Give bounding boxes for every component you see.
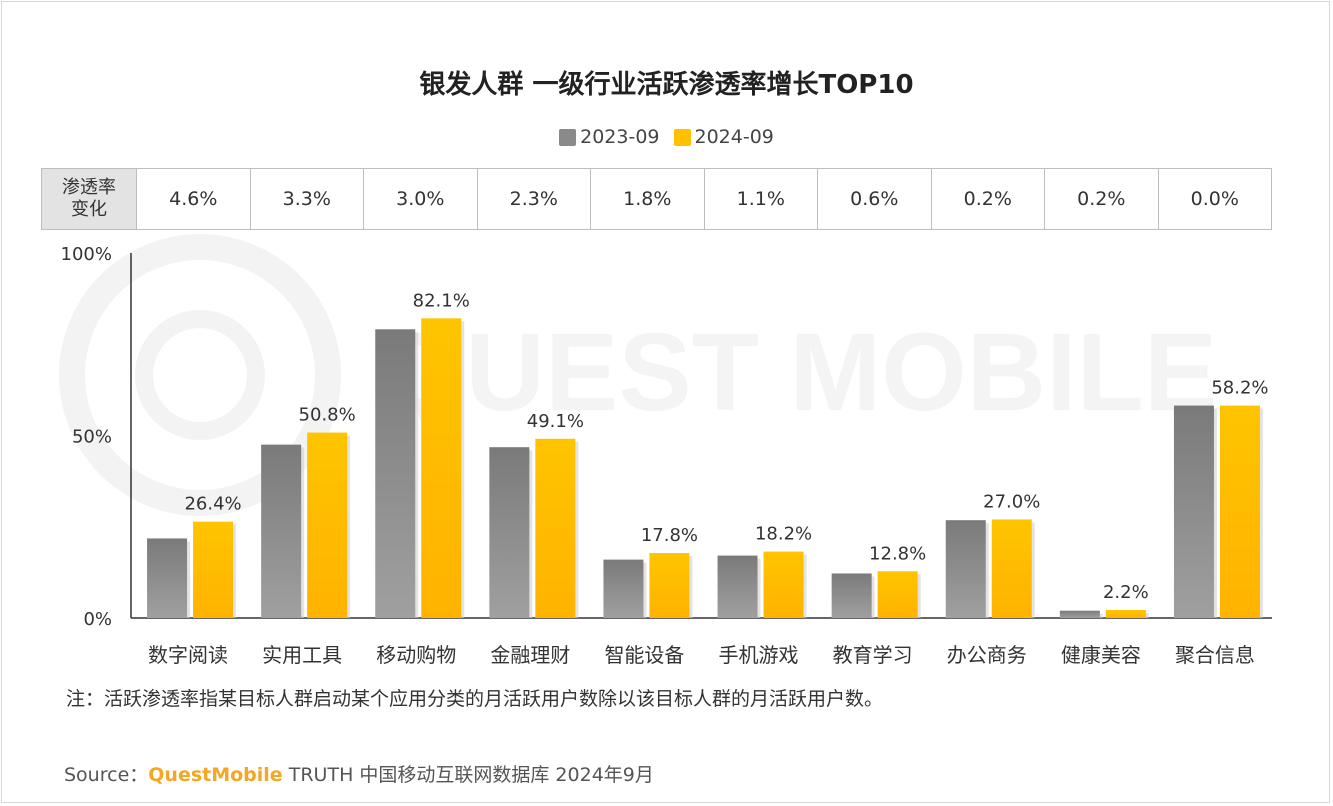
x-tick-label: 移动购物 <box>376 643 456 667</box>
y-tick-label: 0% <box>83 609 112 630</box>
x-tick-label: 智能设备 <box>604 643 684 667</box>
bar-2023 <box>1173 405 1214 618</box>
footnote: 注：活跃渗透率指某目标人群启动某个应用分类的月活跃用户数除以该目标人群的月活跃用… <box>66 688 884 710</box>
table-cell: 3.3% <box>249 168 364 230</box>
data-label: 26.4% <box>184 494 241 515</box>
bar-2023 <box>261 444 302 618</box>
bar-2024 <box>1219 405 1260 618</box>
table-cell: 0.2% <box>930 168 1045 230</box>
source-brand: QuestMobile <box>148 764 283 786</box>
table-row: 渗透率 变化 4.6% 3.3% 3.0% 2.3% 1.8% 1.1% 0.6%… <box>41 168 1272 230</box>
bar-2023 <box>603 559 644 618</box>
table-cell: 2.3% <box>476 168 591 230</box>
table-cell: 0.2% <box>1044 168 1159 230</box>
legend-swatch-gold <box>673 128 691 146</box>
x-tick-label: 数字阅读 <box>148 643 228 667</box>
source-prefix: Source： <box>64 764 149 786</box>
x-tick-label: 健康美容 <box>1061 643 1141 667</box>
bar-2024 <box>649 553 690 618</box>
data-label: 58.2% <box>1211 378 1268 399</box>
svg-text:QUEST MOBILE: QUEST MOBILE <box>380 311 1217 434</box>
table-row-label: 渗透率 变化 <box>41 168 137 230</box>
chart-title: 银发人群 一级行业活跃渗透率增长TOP10 <box>419 70 914 100</box>
bar-2024 <box>535 438 576 618</box>
legend-item-2023: 2023-09 <box>559 126 660 148</box>
x-tick-label: 聚合信息 <box>1175 643 1255 667</box>
legend-swatch-gray <box>559 128 577 146</box>
table-cell: 0.6% <box>817 168 932 230</box>
y-tick-label: 100% <box>61 244 112 265</box>
x-tick-label: 教育学习 <box>833 643 913 667</box>
x-tick-label: 实用工具 <box>262 643 342 667</box>
bar-2024 <box>193 521 234 618</box>
source-suffix: TRUTH 中国移动互联网数据库 2024年9月 <box>282 764 654 786</box>
table-cell: 4.6% <box>136 168 251 230</box>
x-tick-label: 手机游戏 <box>719 643 799 667</box>
bar-2023 <box>375 329 416 618</box>
data-label: 50.8% <box>299 405 356 426</box>
legend-label-2024: 2024-09 <box>694 126 774 148</box>
bar-2024 <box>421 318 462 618</box>
bar-2023 <box>945 520 986 618</box>
x-tick-label: 金融理财 <box>490 643 570 667</box>
bar-2024 <box>991 519 1032 618</box>
bar-2023 <box>147 538 188 618</box>
table-cell: 1.8% <box>590 168 705 230</box>
bar-2023 <box>717 555 758 618</box>
bar-2023 <box>831 573 872 618</box>
data-label: 17.8% <box>641 525 698 546</box>
source-line: Source：QuestMobile TRUTH 中国移动互联网数据库 2024… <box>64 760 654 787</box>
bar-2023 <box>489 447 530 618</box>
bar-2023 <box>1059 610 1100 618</box>
table-cell: 1.1% <box>703 168 818 230</box>
data-label: 18.2% <box>755 524 812 545</box>
data-label: 2.2% <box>1103 582 1149 603</box>
table-cell: 0.0% <box>1157 168 1272 230</box>
x-tick-label: 办公商务 <box>947 643 1027 667</box>
penetration-change-table: 渗透率 变化 4.6% 3.3% 3.0% 2.3% 1.8% 1.1% 0.6%… <box>41 168 1272 230</box>
bar-2024 <box>877 571 918 618</box>
bar-2024 <box>763 551 804 618</box>
data-label: 27.0% <box>983 491 1040 512</box>
table-cell: 3.0% <box>363 168 478 230</box>
bar-2024 <box>307 432 348 618</box>
data-label: 49.1% <box>527 411 584 432</box>
legend-item-2024: 2024-09 <box>673 126 774 148</box>
legend-label-2023: 2023-09 <box>580 126 660 148</box>
y-tick-label: 50% <box>72 427 112 448</box>
data-label: 82.1% <box>413 290 470 311</box>
data-label: 12.8% <box>869 543 926 564</box>
legend: 2023-09 2024-09 <box>0 126 1333 148</box>
bar-2024 <box>1105 609 1146 618</box>
watermark: QUEST MOBILE <box>59 234 1217 516</box>
